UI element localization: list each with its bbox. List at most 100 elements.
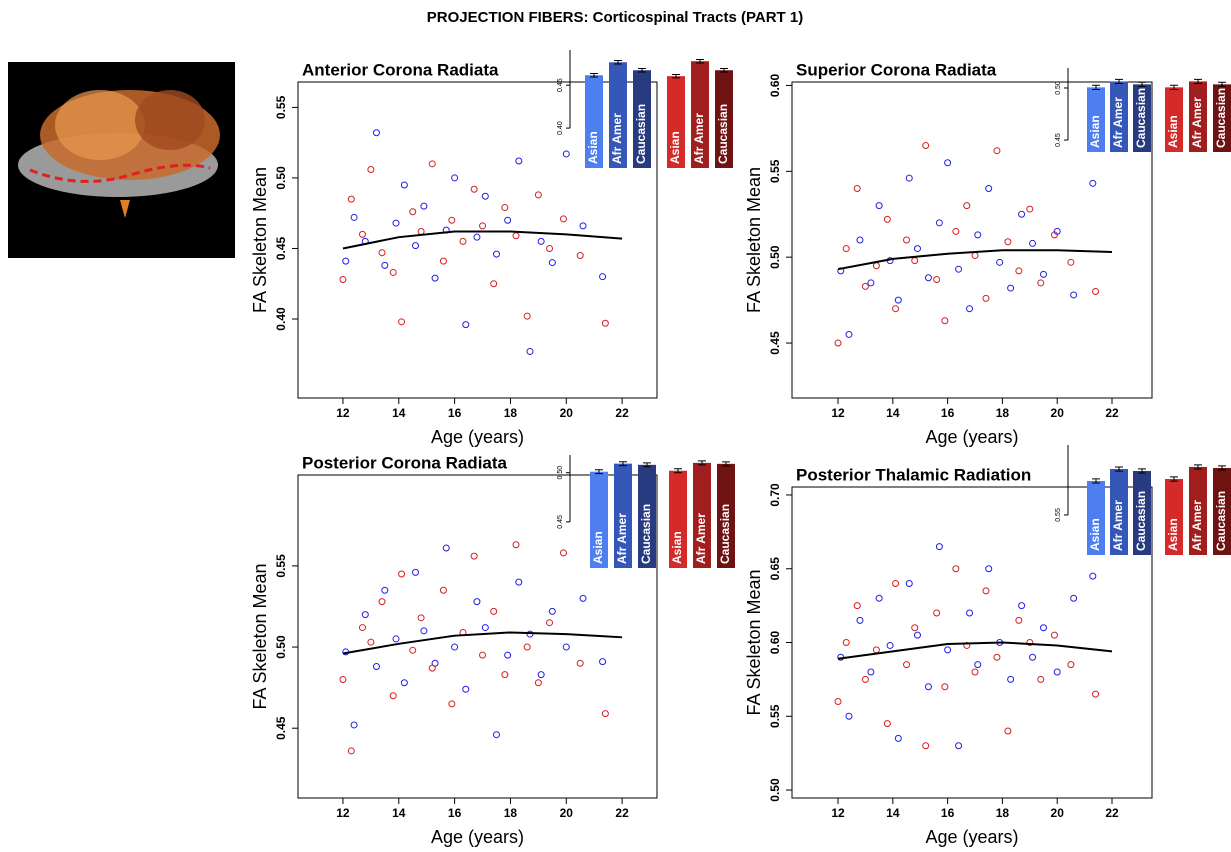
scatter-point bbox=[875, 594, 883, 602]
inset-error-bar bbox=[1194, 78, 1202, 85]
scatter-point bbox=[576, 252, 584, 260]
y-tick-label: 0.70 bbox=[768, 483, 782, 507]
x-tick-label: 18 bbox=[996, 806, 1010, 820]
scatter-point bbox=[971, 668, 979, 676]
scatter-point bbox=[952, 227, 960, 235]
inset-bar-label: Caucasian bbox=[1214, 88, 1228, 148]
scatter-point bbox=[347, 747, 355, 755]
y-tick-label: 0.45 bbox=[274, 716, 288, 740]
inset-bar bbox=[633, 70, 651, 168]
fit-curve bbox=[837, 641, 1113, 660]
scatter-point bbox=[955, 742, 963, 750]
scatter-point bbox=[913, 631, 921, 639]
scatter-point bbox=[834, 698, 842, 706]
inset-bar bbox=[715, 70, 733, 168]
y-tick-label: 0.55 bbox=[274, 95, 288, 119]
scatter-point bbox=[1026, 205, 1034, 213]
panel-title: Posterior Thalamic Radiation bbox=[796, 465, 1031, 484]
inset-bar-label: Asian bbox=[668, 131, 682, 164]
scatter-point bbox=[856, 236, 864, 244]
y-tick-label: 0.50 bbox=[768, 245, 782, 269]
inset-error-bar bbox=[1218, 465, 1226, 471]
inset-y-tick-label: 0.50 bbox=[1055, 81, 1062, 95]
scatter-point bbox=[996, 258, 1004, 266]
scatter-point bbox=[1070, 291, 1078, 299]
scatter-point bbox=[428, 160, 436, 168]
scatter-point bbox=[935, 543, 943, 551]
inset-y-tick-label: 0.45 bbox=[557, 515, 564, 529]
x-tick-label: 18 bbox=[504, 806, 518, 820]
x-tick-label: 20 bbox=[1051, 806, 1065, 820]
inset-bar bbox=[691, 61, 709, 168]
scatter-point bbox=[1029, 239, 1037, 247]
scatter-point bbox=[562, 150, 570, 158]
y-tick-label: 0.65 bbox=[768, 557, 782, 581]
scatter-point bbox=[409, 646, 417, 654]
y-tick-label: 0.55 bbox=[768, 704, 782, 728]
scatter-point bbox=[515, 578, 523, 586]
scatter-point bbox=[501, 671, 509, 679]
scatter-point bbox=[845, 330, 853, 338]
scatter-point bbox=[479, 222, 487, 230]
scatter-point bbox=[952, 565, 960, 573]
scatter-point bbox=[941, 683, 949, 691]
scatter-point bbox=[1018, 602, 1026, 610]
y-tick-label: 0.45 bbox=[274, 236, 288, 260]
inset-bar bbox=[614, 463, 632, 568]
plot-frame bbox=[791, 81, 1153, 399]
scatter-point bbox=[985, 184, 993, 192]
scatter-point bbox=[1067, 661, 1075, 669]
scatter-point bbox=[428, 664, 436, 672]
scatter-point bbox=[350, 213, 358, 221]
scatter-point bbox=[439, 257, 447, 265]
plot-frame bbox=[297, 81, 658, 399]
inset-bar-label: Afr Amer bbox=[692, 113, 706, 164]
scatter-point bbox=[412, 568, 420, 576]
scatter-point bbox=[417, 614, 425, 622]
inset-y-tick-label: 0.50 bbox=[557, 466, 564, 480]
scatter-point bbox=[546, 619, 554, 627]
scatter-point bbox=[515, 157, 523, 165]
scatter-point bbox=[1037, 279, 1045, 287]
scatter-point bbox=[941, 317, 949, 325]
scatter-point bbox=[1015, 616, 1023, 624]
scatter-point bbox=[372, 663, 380, 671]
inset-error-bar bbox=[674, 468, 682, 474]
scatter-point bbox=[1029, 653, 1037, 661]
x-axis-label: Age (years) bbox=[431, 427, 524, 447]
scatter-point bbox=[853, 602, 861, 610]
scatter-point bbox=[894, 296, 902, 304]
inset-bar-label: Caucasian bbox=[1134, 88, 1148, 148]
figure-title: PROJECTION FIBERS: Corticospinal Tracts … bbox=[427, 9, 803, 26]
scatter-point bbox=[381, 586, 389, 594]
scatter-point bbox=[966, 305, 974, 313]
scatter-point bbox=[559, 215, 567, 223]
x-axis-label: Age (years) bbox=[431, 827, 524, 847]
scatter-point bbox=[392, 635, 400, 643]
x-tick-label: 14 bbox=[392, 806, 406, 820]
scatter-point bbox=[963, 641, 971, 649]
scatter-point bbox=[448, 700, 456, 708]
inset-bar bbox=[1133, 470, 1151, 555]
panel-title: Posterior Corona Radiata bbox=[302, 453, 508, 472]
scatter-point bbox=[342, 257, 350, 265]
inset-bar bbox=[609, 62, 627, 168]
inset-error-bar bbox=[1218, 81, 1226, 87]
scatter-point bbox=[462, 685, 470, 693]
x-tick-label: 16 bbox=[941, 406, 955, 420]
scatter-point bbox=[985, 565, 993, 573]
scatter-point bbox=[913, 245, 921, 253]
x-tick-label: 12 bbox=[336, 406, 350, 420]
inset-bar bbox=[590, 471, 608, 568]
scatter-point bbox=[579, 594, 587, 602]
scatter-point bbox=[867, 668, 875, 676]
scatter-point bbox=[935, 219, 943, 227]
inset-error-bar bbox=[595, 469, 603, 475]
scatter-point bbox=[892, 305, 900, 313]
inset-y-tick-label: 0.40 bbox=[557, 121, 564, 135]
scatter-point bbox=[534, 679, 542, 687]
brain-image bbox=[8, 62, 235, 258]
inset-bar-label: Afr Amer bbox=[610, 113, 624, 164]
scatter-point bbox=[358, 230, 366, 238]
scatter-point bbox=[512, 232, 520, 240]
